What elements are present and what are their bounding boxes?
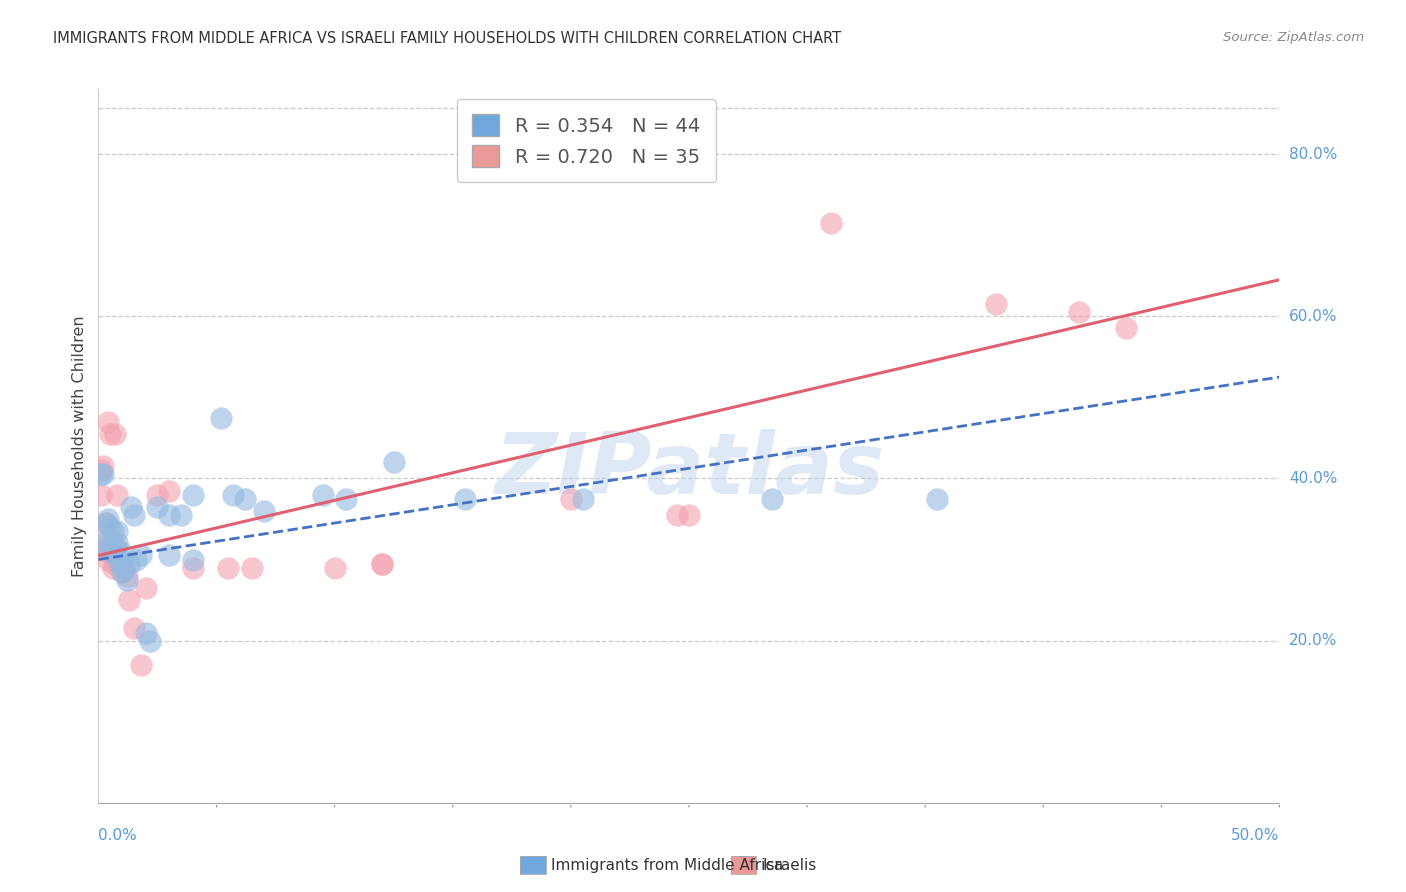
Point [122, 622, 145, 636]
Point [115, 573, 138, 587]
Point [157, 483, 180, 498]
Text: ZIPatlas: ZIPatlas [494, 429, 884, 513]
Point [157, 549, 180, 563]
Point [98, 544, 121, 558]
Text: IMMIGRANTS FROM MIDDLE AFRICA VS ISRAELI FAMILY HOUSEHOLDS WITH CHILDREN CORRELA: IMMIGRANTS FROM MIDDLE AFRICA VS ISRAELI… [53, 31, 842, 46]
Point [1115, 321, 1137, 335]
Point [94, 516, 117, 530]
Point [125, 552, 148, 566]
Text: Source: ZipAtlas.com: Source: ZipAtlas.com [1223, 31, 1364, 45]
Point [97, 415, 120, 429]
Point [101, 524, 124, 538]
Point [104, 426, 127, 441]
Text: 40.0%: 40.0% [1289, 471, 1337, 486]
Point [678, 508, 700, 522]
Point [101, 560, 124, 574]
Point [139, 633, 162, 648]
Point [105, 488, 128, 502]
Point [97, 512, 120, 526]
Point [90, 488, 112, 502]
Point [135, 581, 157, 595]
Point [209, 410, 232, 425]
Point [233, 491, 256, 506]
Point [118, 557, 141, 571]
Point [181, 552, 204, 566]
Text: 60.0%: 60.0% [1289, 309, 1337, 324]
Point [98, 426, 121, 441]
Point [94, 541, 117, 555]
Point [253, 504, 276, 518]
Point [90, 463, 112, 477]
Point [335, 491, 357, 506]
Point [97, 533, 120, 547]
Point [122, 508, 145, 522]
Point [820, 216, 842, 230]
Point [104, 549, 127, 563]
Point [666, 508, 689, 522]
Point [90, 467, 112, 482]
Text: 0.0%: 0.0% [98, 828, 138, 843]
Point [146, 488, 169, 502]
Point [118, 593, 141, 607]
Point [104, 557, 127, 571]
Point [91, 459, 114, 474]
Text: Israelis: Israelis [762, 858, 817, 872]
Point [135, 625, 157, 640]
Point [105, 524, 128, 538]
Point [94, 544, 117, 558]
Point [240, 560, 263, 574]
Legend: R = 0.354   N = 44, R = 0.720   N = 35: R = 0.354 N = 44, R = 0.720 N = 35 [457, 99, 716, 182]
Point [129, 657, 152, 672]
Point [108, 544, 131, 558]
Point [108, 557, 131, 571]
Point [94, 516, 117, 530]
Point [91, 536, 114, 550]
Text: 20.0%: 20.0% [1289, 633, 1337, 648]
Point [560, 491, 582, 506]
Point [97, 552, 120, 566]
Point [91, 467, 114, 482]
Point [111, 552, 134, 566]
Point [146, 500, 169, 514]
Point [323, 560, 346, 574]
Point [925, 491, 948, 506]
Point [761, 491, 783, 506]
Point [453, 491, 475, 506]
Point [98, 520, 121, 534]
Point [371, 557, 394, 571]
Point [181, 560, 204, 574]
Y-axis label: Family Households with Children: Family Households with Children [72, 315, 87, 577]
Point [371, 557, 394, 571]
Point [157, 508, 180, 522]
Text: 50.0%: 50.0% [1232, 828, 1279, 843]
Point [115, 568, 138, 582]
Point [222, 488, 245, 502]
Text: 80.0%: 80.0% [1289, 146, 1337, 161]
Point [111, 565, 134, 579]
Point [1067, 305, 1090, 319]
Point [108, 557, 131, 571]
Point [312, 488, 335, 502]
Point [112, 560, 135, 574]
Point [104, 541, 127, 555]
Point [181, 488, 204, 502]
Point [111, 565, 134, 579]
Point [121, 500, 143, 514]
Point [984, 297, 1007, 311]
Point [101, 536, 124, 550]
Point [382, 455, 405, 469]
Point [217, 560, 239, 574]
Point [129, 549, 152, 563]
Point [105, 536, 128, 550]
Point [170, 508, 193, 522]
Text: Immigrants from Middle Africa: Immigrants from Middle Africa [551, 858, 783, 872]
Point [571, 491, 593, 506]
